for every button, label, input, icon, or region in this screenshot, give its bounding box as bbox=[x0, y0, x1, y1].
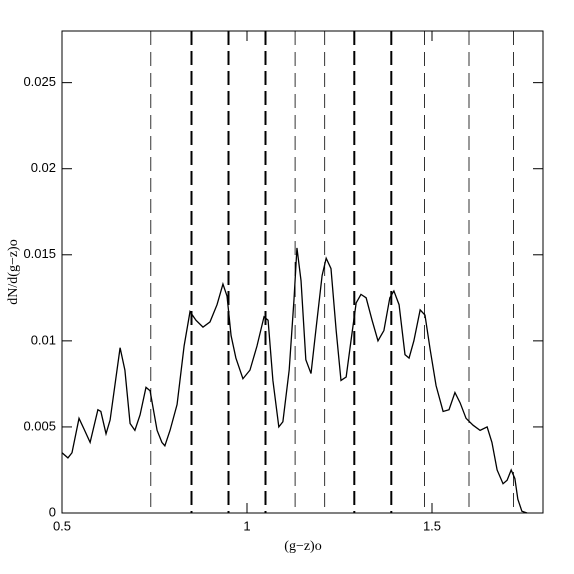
x-tick-label: 0.5 bbox=[53, 518, 71, 533]
y-tick-label: 0 bbox=[49, 504, 56, 519]
data-line bbox=[61, 247, 528, 514]
y-tick-label: 0.01 bbox=[31, 332, 56, 347]
plot-frame bbox=[61, 30, 544, 514]
y-axis-label: dN/d(g−z)o bbox=[6, 239, 21, 304]
y-tick-label: 0.025 bbox=[23, 74, 56, 89]
x-tick-label: 1.5 bbox=[423, 518, 441, 533]
x-axis-label: (g−z)o bbox=[284, 539, 321, 554]
y-tick-label: 0.015 bbox=[23, 246, 56, 261]
y-tick-label: 0.02 bbox=[31, 160, 56, 175]
x-tick-label: 1 bbox=[243, 518, 250, 533]
y-tick-label: 0.005 bbox=[23, 418, 56, 433]
